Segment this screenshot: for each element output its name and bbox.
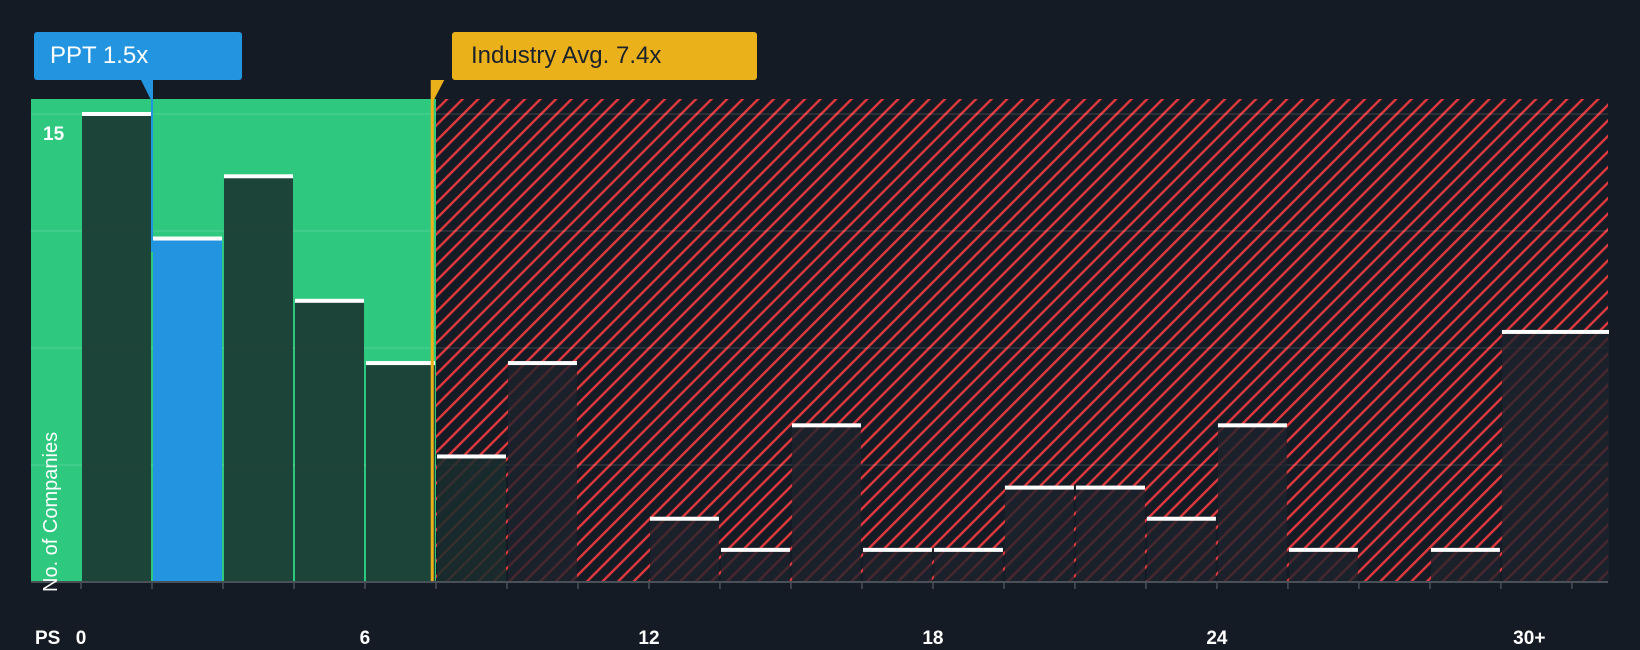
- bar-top-marker: [294, 298, 364, 303]
- histogram-bar: [507, 363, 577, 581]
- bar-top-marker: [1075, 485, 1145, 490]
- bar-top-marker: [933, 547, 1003, 552]
- company-bar: [152, 238, 222, 582]
- histogram-bar: [720, 549, 790, 581]
- company-ps-label: PPT 1.5x: [50, 42, 149, 69]
- histogram-bar: [933, 549, 1003, 581]
- histogram-bar: [1004, 487, 1074, 581]
- y-axis-label: No. of Companies: [40, 431, 62, 592]
- histogram-bar: [1288, 549, 1358, 581]
- bar-top-marker: [82, 112, 151, 116]
- histogram-bar: [791, 425, 861, 581]
- histogram-bar: [82, 114, 151, 581]
- histogram-bar: [1501, 331, 1609, 581]
- bar-top-marker: [1288, 547, 1358, 552]
- bar-top-marker: [791, 423, 861, 428]
- bar-top-marker: [1146, 516, 1216, 521]
- bar-top-marker: [1004, 485, 1074, 490]
- bar-top-marker: [436, 454, 506, 459]
- bar-top-marker: [223, 174, 293, 179]
- bar-top-marker: [649, 516, 719, 521]
- histogram-bar: [223, 176, 293, 581]
- x-tick-label: 18: [922, 628, 944, 649]
- industry-avg-label: Industry Avg. 7.4x: [471, 42, 662, 69]
- x-axis-prefix: PS: [35, 628, 61, 649]
- histogram-bar: [649, 518, 719, 581]
- histogram-bars: [82, 112, 1609, 582]
- company-ps-callout: PPT 1.5x: [34, 32, 242, 80]
- bar-top-marker: [1501, 329, 1609, 334]
- x-tick-label: 24: [1206, 628, 1228, 649]
- bar-top-marker: [862, 547, 932, 552]
- x-tick-label: 30+: [1513, 628, 1546, 649]
- bar-top-marker: [152, 236, 222, 241]
- x-tick-label: 0: [75, 628, 87, 649]
- bar-top-marker: [365, 361, 435, 366]
- histogram-bar: [294, 300, 364, 581]
- x-tick-label: 12: [638, 628, 660, 649]
- x-tick-label: 6: [359, 628, 371, 649]
- bar-top-marker: [1430, 547, 1500, 552]
- histogram-bar: [436, 456, 506, 581]
- y-tick-15: 15: [43, 124, 65, 145]
- industry-avg-callout: Industry Avg. 7.4x: [452, 32, 757, 80]
- industry-callout-pointer: [431, 80, 445, 105]
- histogram-bar: [1075, 487, 1145, 581]
- histogram-bar: [365, 363, 435, 581]
- histogram-bar: [1146, 518, 1216, 581]
- histogram-bar: [1217, 425, 1287, 581]
- bar-top-marker: [507, 361, 577, 366]
- value-markers: [140, 80, 445, 581]
- histogram-bar: [862, 549, 932, 581]
- company-callout-pointer: [140, 80, 153, 104]
- bar-top-marker: [720, 547, 790, 552]
- x-axis: [31, 581, 1608, 589]
- histogram-bar: [1430, 549, 1500, 581]
- bar-top-marker: [1217, 423, 1287, 428]
